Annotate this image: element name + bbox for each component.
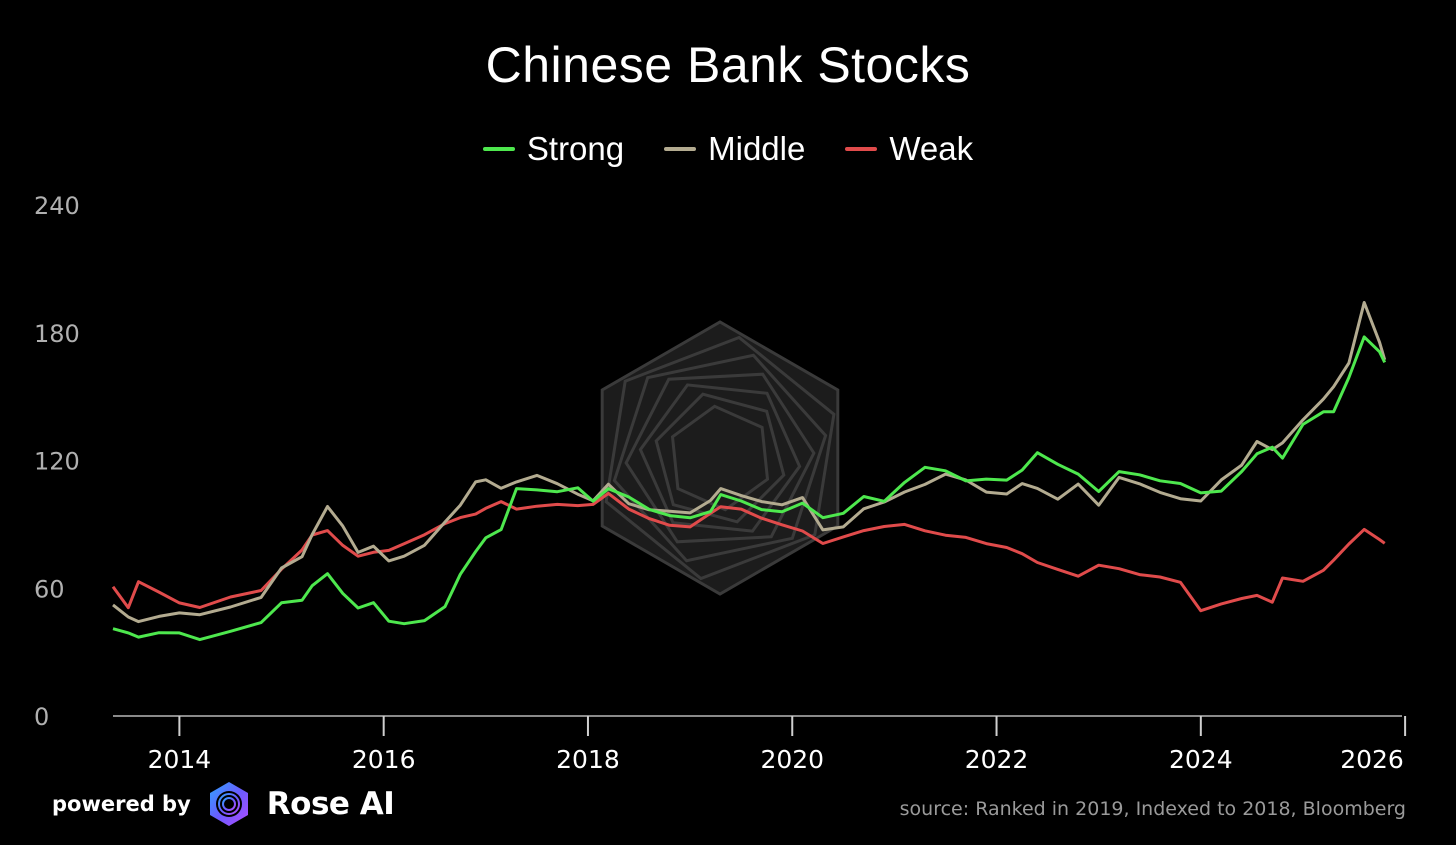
x-tick-label: 2014 bbox=[148, 745, 212, 774]
watermark-ring bbox=[654, 392, 786, 524]
chart-legend: Strong Middle Weak bbox=[0, 130, 1456, 168]
legend-swatch bbox=[664, 147, 697, 151]
source-note: source: Ranked in 2019, Indexed to 2018,… bbox=[899, 798, 1406, 820]
chart-title: Chinese Bank Stocks bbox=[485, 37, 971, 93]
legend-item-weak[interactable]: Weak bbox=[845, 130, 973, 168]
watermark-logo bbox=[600, 320, 840, 596]
x-tick-label: 2018 bbox=[556, 745, 620, 774]
legend-swatch bbox=[482, 147, 515, 151]
watermark-ring bbox=[604, 335, 836, 581]
legend-label: Strong bbox=[526, 130, 625, 167]
rose-ai-logo-icon bbox=[209, 782, 248, 826]
series-lines bbox=[111, 301, 1387, 642]
legend-label: Middle bbox=[708, 130, 806, 167]
series-line-weak bbox=[111, 491, 1386, 613]
watermark-ring bbox=[638, 383, 802, 533]
watermark-ring bbox=[670, 404, 770, 512]
watermark-ring bbox=[624, 372, 816, 544]
watermark-ring bbox=[612, 353, 828, 563]
y-tick-label: 240 bbox=[34, 192, 80, 220]
legend-label: Weak bbox=[889, 130, 974, 167]
y-axis: 0 60 120 180 240 bbox=[34, 192, 80, 731]
legend-swatch bbox=[845, 147, 878, 151]
powered-by-label: powered by bbox=[52, 792, 191, 816]
series-line-middle bbox=[112, 301, 1387, 624]
x-tick-label: 2016 bbox=[352, 745, 416, 774]
x-axis: 2014 2016 2018 2020 2022 2024 2026 bbox=[113, 715, 1407, 774]
x-tick-label: 2026 bbox=[1340, 745, 1404, 774]
x-tick-label: 2020 bbox=[760, 745, 824, 774]
y-tick-label: 0 bbox=[34, 703, 49, 731]
x-tick-label: 2024 bbox=[1169, 745, 1233, 774]
y-tick-label: 180 bbox=[34, 320, 80, 348]
y-tick-label: 120 bbox=[34, 448, 80, 476]
legend-item-strong[interactable]: Strong bbox=[482, 130, 625, 168]
legend-item-middle[interactable]: Middle bbox=[664, 130, 805, 168]
brand-name: Rose AI bbox=[266, 786, 395, 822]
brand-footer[interactable]: powered by Rose AI bbox=[52, 780, 395, 828]
x-tick-label: 2022 bbox=[965, 745, 1029, 774]
watermark-ring bbox=[600, 320, 840, 596]
y-tick-label: 60 bbox=[34, 575, 65, 603]
series-line-strong bbox=[112, 335, 1387, 642]
